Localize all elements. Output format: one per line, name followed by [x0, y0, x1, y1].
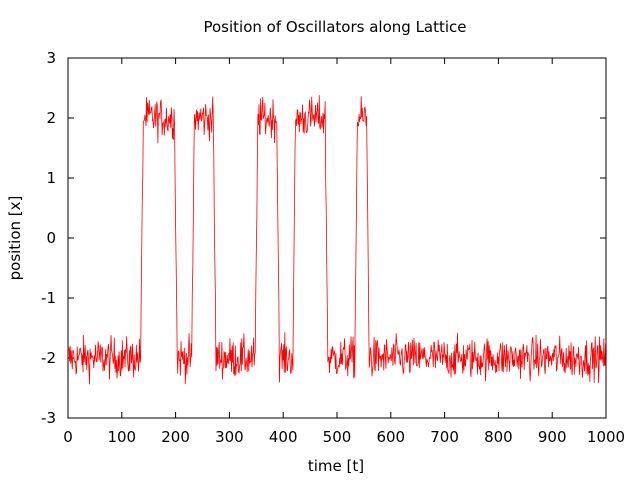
series-line: [67, 95, 607, 385]
x-tick-label: 800: [484, 428, 513, 446]
x-tick-label: 1000: [587, 428, 625, 446]
series-layer: [67, 95, 607, 385]
y-axis: -3 -2 -1 0 1 2 3: [41, 49, 606, 427]
x-tick-label: 900: [538, 428, 567, 446]
x-tick-label: 200: [161, 428, 190, 446]
x-tick-label: 0: [63, 428, 73, 446]
y-tick-label: -3: [41, 409, 56, 427]
x-tick-label: 100: [107, 428, 136, 446]
y-tick-label: 0: [46, 229, 56, 247]
x-tick-label: 400: [269, 428, 298, 446]
y-axis-label: position [x]: [6, 196, 24, 281]
y-tick-label: 3: [46, 49, 56, 67]
x-tick-label: 700: [430, 428, 459, 446]
y-tick-label: 1: [46, 169, 56, 187]
x-axis-label: time [t]: [308, 457, 364, 475]
x-tick-label: 600: [376, 428, 405, 446]
x-tick-label: 300: [215, 428, 244, 446]
y-tick-label: -2: [41, 349, 56, 367]
y-tick-label: -1: [41, 289, 56, 307]
x-tick-label: 500: [323, 428, 352, 446]
y-tick-label: 2: [46, 109, 56, 127]
chart-title: Position of Oscillators along Lattice: [203, 18, 466, 36]
x-axis: 0 100 200 300 400 500 600 700 800 900 1000: [63, 58, 625, 446]
